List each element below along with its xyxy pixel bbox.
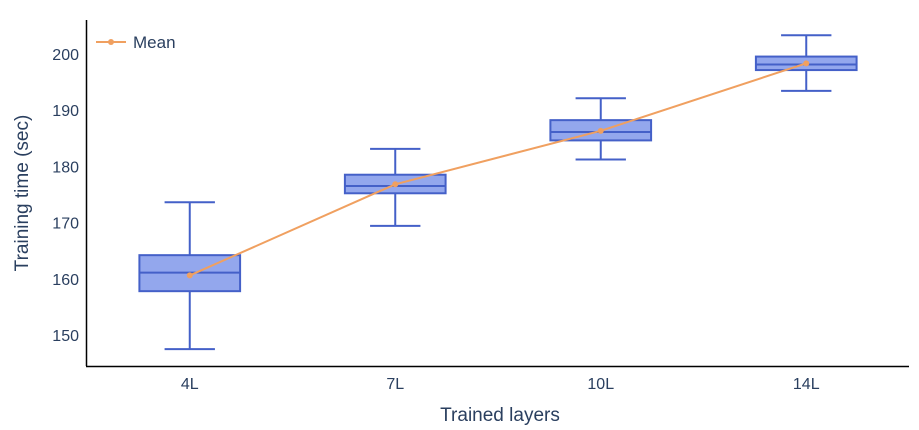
y-tick-label: 160 <box>52 272 79 289</box>
y-axis-title: Training time (sec) <box>12 115 33 272</box>
x-tick-labels: 4L 7L 10L 14L <box>181 376 820 393</box>
y-tick-label: 150 <box>52 328 79 345</box>
mean-point-4L <box>186 272 193 279</box>
legend: Mean <box>96 33 176 52</box>
y-tick-labels: 150 160 170 180 190 200 <box>52 47 79 345</box>
x-tick-label: 4L <box>181 376 199 393</box>
mean-line <box>189 62 807 277</box>
mean-series-layer <box>186 60 810 279</box>
legend-mean-label: Mean <box>133 33 176 52</box>
x-tick-label: 14L <box>793 376 820 393</box>
legend-mean-marker <box>108 39 114 45</box>
box-7L <box>343 147 447 227</box>
mean-point-10L <box>597 127 604 134</box>
x-tick-label: 7L <box>386 376 404 393</box>
y-tick-label: 180 <box>52 159 79 176</box>
x-tick-label: 10L <box>587 376 614 393</box>
axes-layer <box>85 20 909 368</box>
mean-point-7L <box>392 181 399 188</box>
y-tick-label: 200 <box>52 47 79 64</box>
mean-point-14L <box>803 60 810 67</box>
x-axis-title: Trained layers <box>440 405 560 426</box>
y-tick-label: 170 <box>52 216 79 233</box>
y-tick-label: 190 <box>52 103 79 120</box>
